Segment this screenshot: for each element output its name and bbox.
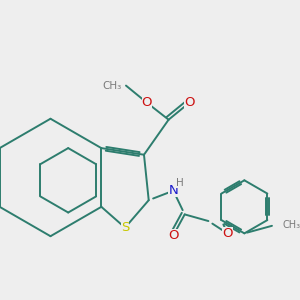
Text: CH₃: CH₃ [282, 220, 300, 230]
Text: O: O [184, 96, 195, 109]
Text: O: O [222, 227, 232, 240]
Text: N: N [169, 184, 178, 197]
Text: H: H [176, 178, 184, 188]
Text: O: O [168, 229, 178, 242]
Text: O: O [142, 96, 152, 109]
Text: CH₃: CH₃ [102, 81, 121, 91]
Text: S: S [121, 221, 129, 234]
